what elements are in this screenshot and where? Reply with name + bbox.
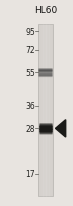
Polygon shape [55,120,66,137]
Bar [38,25,53,196]
Text: 17: 17 [25,170,35,179]
Text: HL60: HL60 [34,6,57,15]
Text: 72: 72 [25,46,35,55]
Text: 95: 95 [25,27,35,36]
Text: 55: 55 [25,69,35,78]
Text: 36: 36 [25,102,35,111]
Text: 28: 28 [26,124,35,133]
